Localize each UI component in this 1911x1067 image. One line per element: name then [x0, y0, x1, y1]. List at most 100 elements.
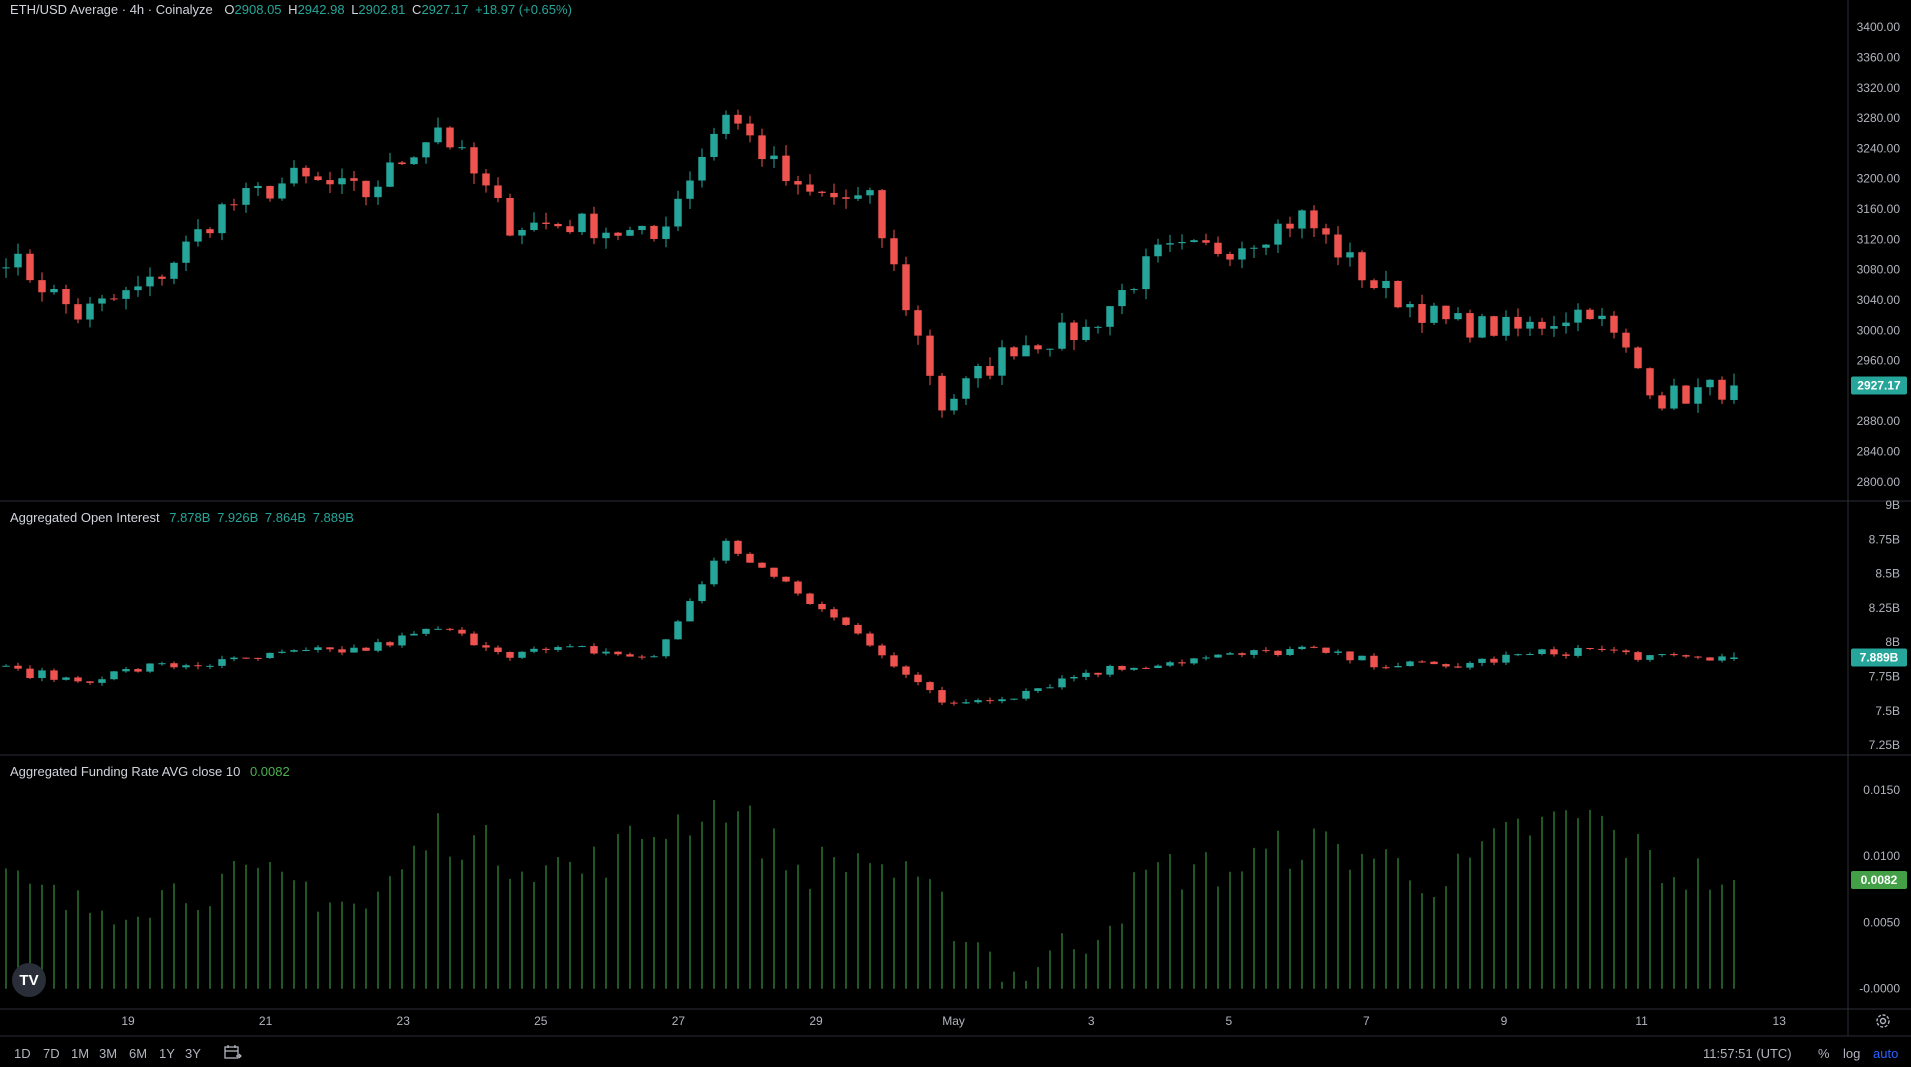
oi-candle: [482, 642, 490, 651]
oi-candle: [1322, 647, 1330, 654]
oi-candle: [1166, 660, 1174, 668]
oi-body: [1682, 655, 1690, 657]
oi-body: [686, 601, 694, 622]
price-tick-label: 2880.00: [1857, 414, 1901, 428]
oi-body: [434, 628, 442, 630]
oi-candle: [854, 623, 862, 635]
oi-candle: [1502, 651, 1510, 665]
oi-candle: [1430, 661, 1438, 665]
symbol-title[interactable]: ETH/USD Average · 4h · Coinalyze: [10, 2, 213, 17]
oi-candle: [1478, 658, 1486, 667]
oi-body: [1022, 690, 1030, 699]
calendar-icon[interactable]: [224, 1044, 242, 1063]
price-body: [326, 180, 334, 185]
tradingview-logo[interactable]: TV: [12, 963, 46, 997]
price-candle: [1226, 251, 1234, 267]
oi-body: [458, 629, 466, 634]
price-body: [1142, 256, 1150, 290]
oi-body: [1034, 688, 1042, 691]
price-body: [1706, 379, 1714, 388]
price-candle: [146, 267, 154, 297]
oi-candle: [458, 627, 466, 636]
price-candle: [290, 160, 298, 187]
oi-candle: [662, 639, 670, 659]
price-candle: [542, 212, 550, 230]
oi-body: [302, 650, 310, 652]
oi-body: [1154, 665, 1162, 669]
price-body: [1022, 345, 1030, 357]
oi-candle: [1682, 654, 1690, 659]
price-body: [698, 156, 706, 181]
price-body: [974, 366, 982, 379]
price-body: [290, 167, 298, 184]
price-body: [674, 198, 682, 227]
price-candle: [914, 305, 922, 345]
oi-candle: [1250, 649, 1258, 659]
price-body: [686, 180, 694, 199]
price-candle: [1106, 305, 1114, 336]
price-body: [758, 135, 766, 160]
price-candle: [1070, 320, 1078, 351]
price-candle: [1190, 239, 1198, 243]
auto-toggle[interactable]: auto: [1873, 1046, 1899, 1061]
price-body: [1190, 240, 1198, 243]
price-candle: [302, 165, 310, 184]
price-body: [1082, 326, 1090, 341]
price-body: [986, 366, 994, 376]
price-body: [86, 303, 94, 320]
price-body: [1166, 243, 1174, 245]
fr-title[interactable]: Aggregated Funding Rate AVG close 10: [10, 764, 241, 779]
oi-candle: [386, 641, 394, 648]
oi-candle: [986, 697, 994, 704]
oi-body: [62, 677, 70, 680]
oi-body: [806, 593, 814, 604]
price-body: [170, 262, 178, 279]
price-candle: [74, 298, 82, 324]
price-body: [854, 195, 862, 199]
range-1m-button[interactable]: 1M: [71, 1046, 90, 1061]
price-body: [782, 155, 790, 182]
oi-body: [1550, 649, 1558, 655]
oi-candle: [314, 645, 322, 653]
price-candle: [662, 216, 670, 248]
oi-candle: [698, 581, 706, 604]
range-6m-button[interactable]: 6M: [129, 1046, 148, 1061]
oi-body: [506, 652, 514, 658]
range-3y-button[interactable]: 3Y: [185, 1046, 201, 1061]
price-candle: [1334, 226, 1342, 266]
oi-body: [1142, 667, 1150, 669]
range-1y-button[interactable]: 1Y: [159, 1046, 175, 1061]
price-candle: [974, 363, 982, 388]
oi-candle: [878, 643, 886, 659]
price-body: [1058, 322, 1066, 349]
utc-clock[interactable]: 11:57:51 (UTC): [1703, 1046, 1792, 1061]
price-body: [1334, 234, 1342, 258]
range-3m-button[interactable]: 3M: [99, 1046, 118, 1061]
oi-candle: [554, 645, 562, 652]
oi-body: [122, 669, 130, 672]
high-value: 2942.98: [297, 2, 345, 17]
oi-body: [1622, 650, 1630, 653]
oi-candle: [1526, 652, 1534, 656]
oi-body: [278, 651, 286, 653]
percent-toggle[interactable]: %: [1818, 1046, 1830, 1061]
oi-body: [1310, 646, 1318, 648]
price-candle: [614, 231, 622, 241]
oi-candle: [1274, 650, 1282, 657]
range-7d-button[interactable]: 7D: [43, 1046, 60, 1061]
price-candle: [734, 109, 742, 130]
oi-body: [158, 663, 166, 665]
oi-tick-label: 7.75B: [1869, 670, 1900, 684]
price-body: [1526, 321, 1534, 329]
oi-candle: [1658, 654, 1666, 657]
range-1d-button[interactable]: 1D: [14, 1046, 31, 1061]
gear-icon[interactable]: [1874, 1012, 1892, 1030]
price-candle: [278, 177, 286, 201]
log-toggle[interactable]: log: [1843, 1046, 1861, 1061]
price-candle: [746, 115, 754, 143]
price-candle: [1490, 315, 1498, 337]
oi-title[interactable]: Aggregated Open Interest: [10, 510, 160, 525]
oi-candle: [1418, 660, 1426, 663]
fr-tick-label: 0.0050: [1863, 915, 1900, 929]
